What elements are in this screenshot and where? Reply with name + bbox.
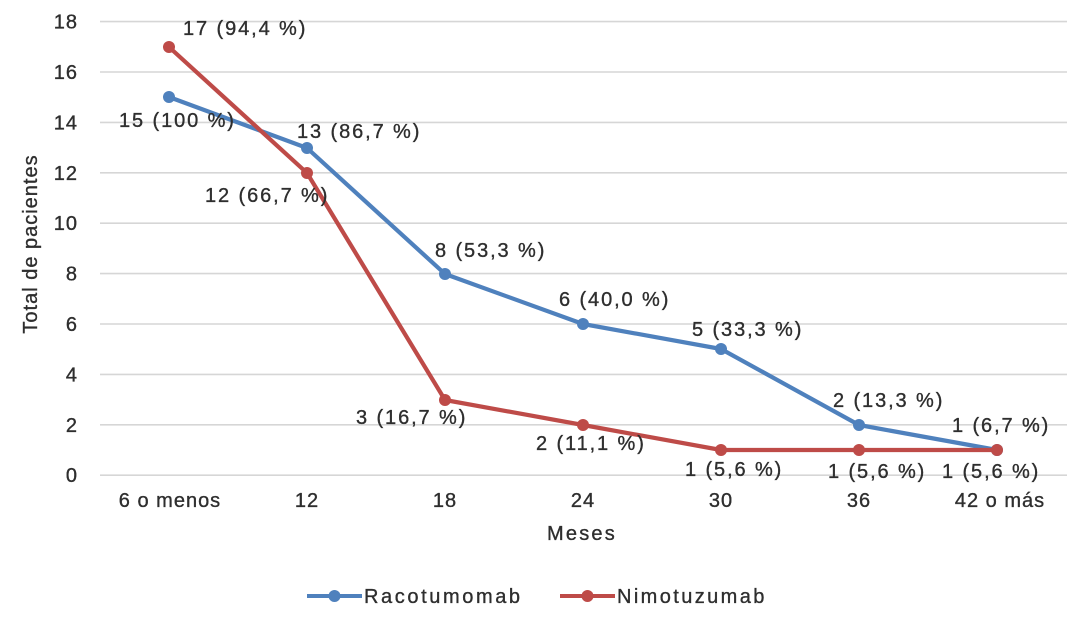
svg-text:Nimotuzumab: Nimotuzumab (617, 586, 767, 608)
svg-text:14: 14 (54, 112, 78, 134)
svg-text:16: 16 (54, 62, 78, 84)
svg-text:4: 4 (66, 364, 78, 386)
svg-text:8 (53,3 %): 8 (53,3 %) (435, 240, 546, 262)
svg-text:10: 10 (54, 213, 78, 235)
svg-text:36: 36 (847, 490, 871, 512)
svg-text:12: 12 (54, 163, 78, 185)
svg-text:3 (16,7 %): 3 (16,7 %) (356, 407, 467, 429)
svg-text:1 (5,6 %): 1 (5,6 %) (828, 461, 926, 483)
svg-text:17 (94,4 %): 17 (94,4 %) (183, 18, 307, 40)
svg-text:2 (11,1 %): 2 (11,1 %) (536, 433, 646, 455)
svg-text:8: 8 (66, 264, 78, 286)
svg-text:30: 30 (709, 490, 733, 512)
svg-text:12: 12 (295, 490, 319, 512)
svg-text:2 (13,3 %): 2 (13,3 %) (833, 390, 944, 412)
svg-text:Total de pacientes: Total de pacientes (20, 154, 42, 333)
svg-text:6 (40,0 %): 6 (40,0 %) (559, 289, 670, 311)
svg-text:18: 18 (54, 12, 78, 34)
svg-text:0: 0 (66, 465, 78, 487)
svg-text:18: 18 (433, 490, 457, 512)
svg-text:24: 24 (571, 490, 595, 512)
svg-text:1 (5,6 %): 1 (5,6 %) (942, 461, 1040, 483)
svg-text:Meses: Meses (547, 523, 617, 545)
svg-text:13 (86,7 %): 13 (86,7 %) (297, 121, 421, 143)
svg-text:6 o menos: 6 o menos (119, 490, 221, 512)
svg-text:5 (33,3 %): 5 (33,3 %) (692, 319, 803, 341)
svg-text:15 (100 %): 15 (100 %) (119, 110, 236, 132)
svg-text:6: 6 (66, 314, 78, 336)
svg-text:42 o más: 42 o más (955, 490, 1045, 512)
svg-text:1 (5,6 %): 1 (5,6 %) (685, 459, 783, 481)
svg-text:12 (66,7 %): 12 (66,7 %) (205, 185, 329, 207)
svg-text:1 (6,7 %): 1 (6,7 %) (952, 415, 1050, 437)
svg-text:2: 2 (66, 415, 78, 437)
svg-text:Racotumomab: Racotumomab (364, 586, 523, 608)
